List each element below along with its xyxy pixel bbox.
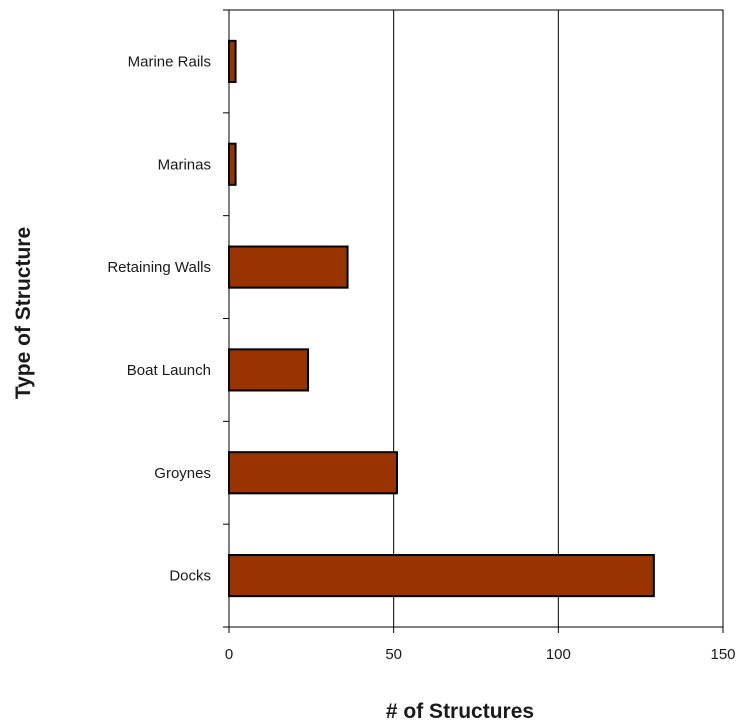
bar <box>228 245 349 289</box>
x-axis-ticks <box>228 627 724 633</box>
y-axis-ticks <box>223 9 229 628</box>
x-tick-label: 0 <box>225 646 233 663</box>
y-category-label: Docks <box>169 568 211 585</box>
bar <box>228 348 310 392</box>
y-category-label: Retaining Walls <box>107 259 211 276</box>
plot-area <box>228 9 724 628</box>
gridlines <box>393 10 559 627</box>
y-category-label: Marine Rails <box>128 53 211 70</box>
x-axis-title: # of Structures <box>386 700 534 723</box>
x-tick-label: 150 <box>710 646 735 663</box>
bar <box>228 142 237 186</box>
y-category-label: Groynes <box>154 465 211 482</box>
x-axis-tick-labels: 0 50 100 150 <box>225 646 736 663</box>
bar <box>228 554 655 598</box>
y-axis-title: Type of Structure <box>12 227 35 399</box>
bar <box>228 451 398 495</box>
y-axis-tick-labels: Docks Groynes Boat Launch Retaining Walls Ma… <box>107 53 211 584</box>
y-category-label: Boat Launch <box>127 362 211 379</box>
y-category-label: Marinas <box>158 156 211 173</box>
x-tick-label: 50 <box>385 646 402 663</box>
bars <box>228 39 655 598</box>
x-tick-label: 100 <box>546 646 571 663</box>
bar <box>228 39 237 83</box>
